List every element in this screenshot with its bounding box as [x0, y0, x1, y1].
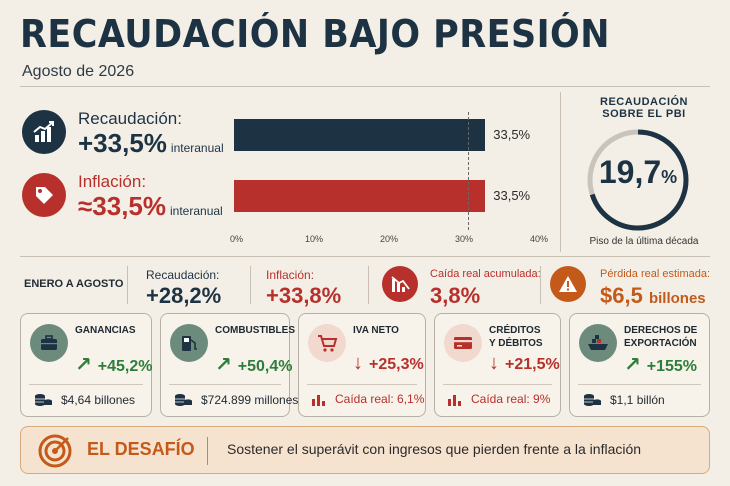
card-title: CRÉDITOS Y DÉBITOS [489, 325, 543, 349]
warning-icon [550, 266, 586, 302]
card-footer: Caída real: 6,1% [311, 392, 424, 406]
caida-value: 3,8% [430, 283, 481, 308]
challenge-title: EL DESAFÍO [87, 439, 195, 459]
category-card: IVA NETO ↓ +25,3% Caída real: 6,1% [298, 313, 426, 417]
card-change: ↓ +25,3% [353, 352, 424, 374]
summary-recaudacion-value: +28,2% [146, 283, 222, 308]
credit-card-icon [444, 324, 482, 362]
briefcase-icon [30, 324, 68, 362]
perdida-value: $6,5 billones [600, 283, 706, 308]
cargo-ship-icon [579, 324, 617, 362]
coins-icon [582, 392, 602, 408]
decline-chart-icon [382, 266, 418, 302]
card-divider [307, 384, 417, 385]
inflacion-value: ≈33,5% interanual [78, 191, 223, 221]
category-card: GANANCIAS ↗ +45,2% $4,64 billones [20, 313, 152, 417]
card-footer: $724.899 millones [173, 392, 298, 408]
shopping-cart-icon [308, 324, 346, 362]
price-tag-icon [22, 173, 66, 217]
recaudacion-value: +33,5% interanual [78, 128, 224, 158]
arrow-up-icon: ↗ [75, 354, 92, 376]
x-tick-label: 0% [230, 234, 244, 244]
bar-value-label: 33,5% [493, 127, 531, 142]
recaudacion-label: Recaudación: [78, 109, 182, 128]
coins-icon [33, 392, 53, 408]
summary-divider [250, 266, 251, 304]
panel-divider [560, 92, 561, 252]
arrow-up-icon: ↗ [215, 354, 232, 376]
reference-line [468, 112, 470, 230]
arrow-down-icon: ↓ [353, 352, 363, 374]
x-tick-label: 40% [530, 234, 549, 244]
bar-value-label: 33,5% [493, 188, 531, 203]
category-card: COMBUSTIBLES ↗ +50,4% $724.899 millones [160, 313, 298, 417]
card-divider [443, 384, 552, 385]
card-change: ↗ +45,2% [75, 354, 153, 376]
card-change: ↗ +50,4% [215, 354, 293, 376]
gauge-ring [587, 129, 689, 231]
x-tick-label: 20% [380, 234, 399, 244]
x-tick-label: 30% [455, 234, 474, 244]
challenge-banner: EL DESAFÍO Sostener el superávit con ing… [20, 426, 710, 474]
card-footer: $1,1 billón [582, 392, 665, 408]
target-icon [37, 433, 73, 474]
card-footer: $4,64 billones [33, 392, 135, 408]
card-title: IVA NETO [353, 325, 399, 336]
bar-recaudacin [234, 119, 486, 151]
category-card: DERECHOS DE EXPORTACIÓN ↗ +155% $1,1 billón [569, 313, 710, 417]
page-title: RECAUDACIÓN BAJO PRESIÓN [20, 12, 610, 56]
coins-icon [173, 392, 193, 408]
page-subtitle: Agosto de 2026 [22, 63, 135, 80]
section-divider [20, 256, 710, 257]
card-divider [169, 384, 281, 385]
card-title: DERECHOS DE EXPORTACIÓN [624, 325, 698, 349]
challenge-text: Sostener el superávit con ingresos que p… [227, 441, 642, 457]
fuel-pump-icon [170, 324, 208, 362]
arrow-up-icon: ↗ [624, 354, 641, 376]
category-card: CRÉDITOS Y DÉBITOS ↓ +21,5% Caída real: 9% [434, 313, 561, 417]
gauge-fill [587, 129, 689, 231]
x-tick-label: 10% [305, 234, 324, 244]
gauge-caption: Piso de la última década [589, 236, 699, 247]
period-label: ENERO A AGOSTO [24, 278, 124, 290]
summary-divider [127, 266, 128, 304]
summary-recaudacion-label: Recaudación: [146, 268, 220, 282]
trend-chart-icon [22, 110, 66, 154]
card-divider [29, 384, 143, 385]
perdida-label: Pérdida real estimada: [600, 268, 711, 280]
card-title: GANANCIAS [75, 325, 136, 336]
bar-chart-icon [447, 392, 463, 406]
bar-chart-icon [311, 392, 327, 406]
card-change: ↗ +155% [624, 354, 698, 376]
arrow-down-icon: ↓ [489, 352, 499, 374]
bar-inflacin [234, 180, 486, 212]
caida-label: Caída real acumulada: [430, 268, 541, 280]
gauge-title: RECAUDACIÓN SOBRE EL PBI [600, 96, 688, 120]
summary-divider [540, 266, 541, 304]
summary-divider [368, 266, 369, 304]
banner-divider [207, 437, 208, 465]
inflacion-label: Inflación: [78, 172, 147, 191]
summary-inflacion-value: +33,8% [266, 283, 342, 308]
gauge-value: 19,7% [598, 154, 678, 190]
card-title: COMBUSTIBLES [215, 325, 295, 336]
header-divider [20, 86, 710, 87]
card-change: ↓ +21,5% [489, 352, 560, 374]
summary-inflacion-label: Inflación: [266, 268, 315, 282]
card-divider [578, 384, 701, 385]
card-footer: Caída real: 9% [447, 392, 550, 406]
